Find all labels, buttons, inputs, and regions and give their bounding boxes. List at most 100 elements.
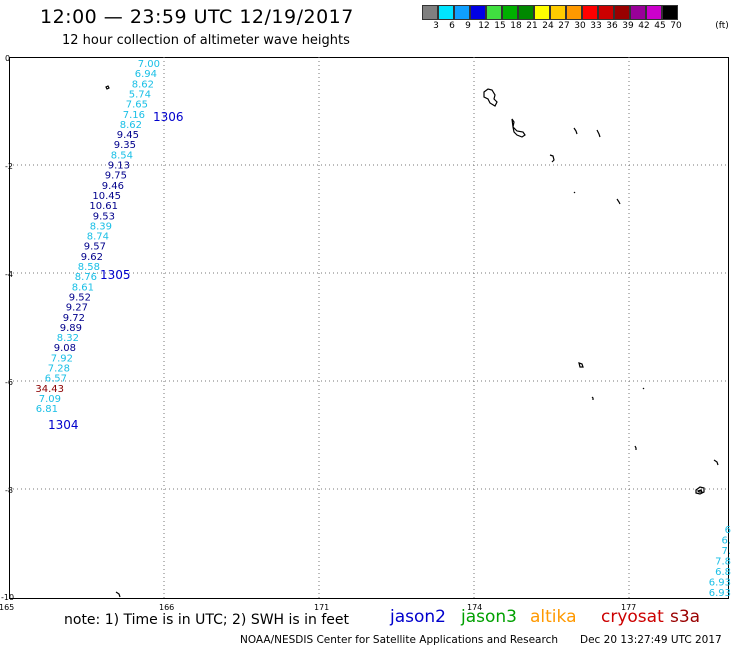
swh-value: 8.74	[87, 232, 109, 243]
latitude-label: -2	[5, 162, 13, 171]
swh-value: 8.54	[111, 150, 133, 161]
island	[549, 154, 555, 163]
swh-value: 9.57	[84, 242, 106, 253]
swh-value: 9.62	[81, 252, 103, 263]
color-swatch-12	[470, 5, 486, 20]
units-note: note: 1) Time is in UTC; 2) SWH is in fe…	[64, 612, 350, 628]
island	[695, 486, 705, 495]
color-scale-label: 70	[670, 21, 682, 31]
swh-value: 9.52	[69, 292, 91, 303]
longitude-label: 174	[467, 603, 482, 612]
longitude-label: 177	[621, 603, 636, 612]
color-scale	[422, 5, 678, 20]
latitude-tick-labels: 0 -2 -4 -6 -8 -10	[1, 54, 14, 602]
time-label: 1305	[100, 268, 131, 282]
edge-track: 66.7.7.86.86.936.93	[709, 525, 731, 599]
color-scale-label: 39	[622, 21, 634, 31]
satellite-legend-altika: altika	[530, 607, 577, 627]
swh-value: 5.74	[129, 89, 151, 100]
swh-value: 8.62	[132, 79, 154, 90]
swh-value: 10.61	[89, 201, 118, 212]
color-scale-label: 3	[433, 21, 439, 31]
longitude-label: 171	[314, 603, 329, 612]
color-swatch-6	[438, 5, 454, 20]
swh-value: 8.58	[78, 262, 100, 273]
swh-value: 6.93	[709, 588, 731, 599]
color-swatch-36	[598, 5, 614, 20]
island	[115, 591, 121, 598]
satellite-legend-cryosat: cryosat	[601, 607, 664, 627]
island	[634, 445, 637, 450]
swh-value: 7.65	[126, 100, 148, 111]
color-scale-label: 15	[494, 21, 506, 31]
latitude-label: -4	[5, 270, 13, 279]
time-label: 1304	[48, 418, 79, 432]
generated-timestamp: Dec 20 13:27:49 UTC 2017	[580, 634, 722, 646]
color-swatch-33	[582, 5, 598, 20]
swh-value: 8.32	[57, 333, 79, 344]
swh-value: 6.93	[709, 578, 731, 589]
credit-text: NOAA/NESDIS Center for Satellite Applica…	[240, 634, 558, 646]
island	[483, 88, 498, 107]
wave-height-map: 0-2-4-6-8-10 165 166 171 174 177 7.006.948.6…	[0, 54, 731, 612]
swh-value: 7.92	[51, 353, 73, 364]
longitude-label: 166	[159, 603, 174, 612]
swh-value: 7.09	[39, 394, 61, 405]
chart-subtitle: 12 hour collection of altimeter wave hei…	[62, 33, 350, 48]
map-gridlines	[9, 57, 729, 599]
latitude-label: -8	[5, 486, 13, 495]
color-swatch-30	[566, 5, 582, 20]
color-swatch-24	[534, 5, 550, 20]
island-outlines	[105, 85, 719, 598]
color-scale-label: 9	[465, 21, 471, 31]
time-labels: 1306 1305 1304	[48, 110, 184, 432]
color-scale-label: 42	[638, 21, 650, 31]
island	[616, 198, 621, 205]
satellite-legend-s3a: s3a	[670, 607, 701, 627]
swh-value: 9.08	[54, 343, 76, 354]
swh-value: 9.45	[117, 130, 139, 141]
swh-value: 9.35	[114, 140, 136, 151]
latitude-label: -6	[5, 378, 13, 387]
color-scale-label: 18	[510, 21, 522, 31]
color-scale-label: 24	[542, 21, 554, 31]
color-scale-unit: (ft)	[715, 21, 729, 31]
swh-value: 9.53	[93, 211, 115, 222]
island	[573, 191, 576, 194]
color-swatch-21	[518, 5, 534, 20]
color-scale-label: 6	[449, 21, 455, 31]
color-scale-labels: 3 6 9 12 15 18 21 24 27 30 33 36 39 42 45 70 (ft)	[422, 21, 740, 33]
color-swatch-9	[454, 5, 470, 20]
island	[511, 118, 526, 138]
island	[596, 129, 601, 138]
swh-value: 9.13	[108, 161, 130, 172]
color-scale-label: 45	[654, 21, 666, 31]
swh-value: 9.46	[102, 181, 124, 192]
color-swatch-39	[614, 5, 630, 20]
swh-value: 8.39	[90, 221, 112, 232]
color-swatch-42	[630, 5, 646, 20]
swh-value: 9.72	[63, 313, 85, 324]
color-scale-label: 30	[574, 21, 586, 31]
swh-value: 6.81	[36, 404, 58, 415]
color-swatch-70	[662, 5, 678, 20]
swh-value: 7.8	[715, 557, 731, 568]
color-scale-label: 36	[606, 21, 618, 31]
color-swatch-3	[422, 5, 438, 20]
latitude-label: -10	[1, 593, 14, 602]
island	[578, 362, 584, 368]
color-swatch-27	[550, 5, 566, 20]
swh-value: 7.28	[48, 364, 70, 375]
time-label: 1306	[153, 110, 184, 124]
swh-value: 9.75	[105, 171, 127, 182]
island	[591, 396, 594, 400]
swh-value: 8.61	[72, 282, 94, 293]
color-scale-label: 12	[478, 21, 490, 31]
swh-value: 6.57	[45, 374, 67, 385]
longitude-label: 165	[0, 603, 14, 612]
swh-value: 8.76	[75, 272, 97, 283]
longitude-tick-labels: 165 166 171 174 177	[0, 603, 636, 612]
color-scale-label: 21	[526, 21, 538, 31]
swh-value: 7.16	[123, 110, 145, 121]
swh-value: 6.94	[135, 69, 157, 80]
